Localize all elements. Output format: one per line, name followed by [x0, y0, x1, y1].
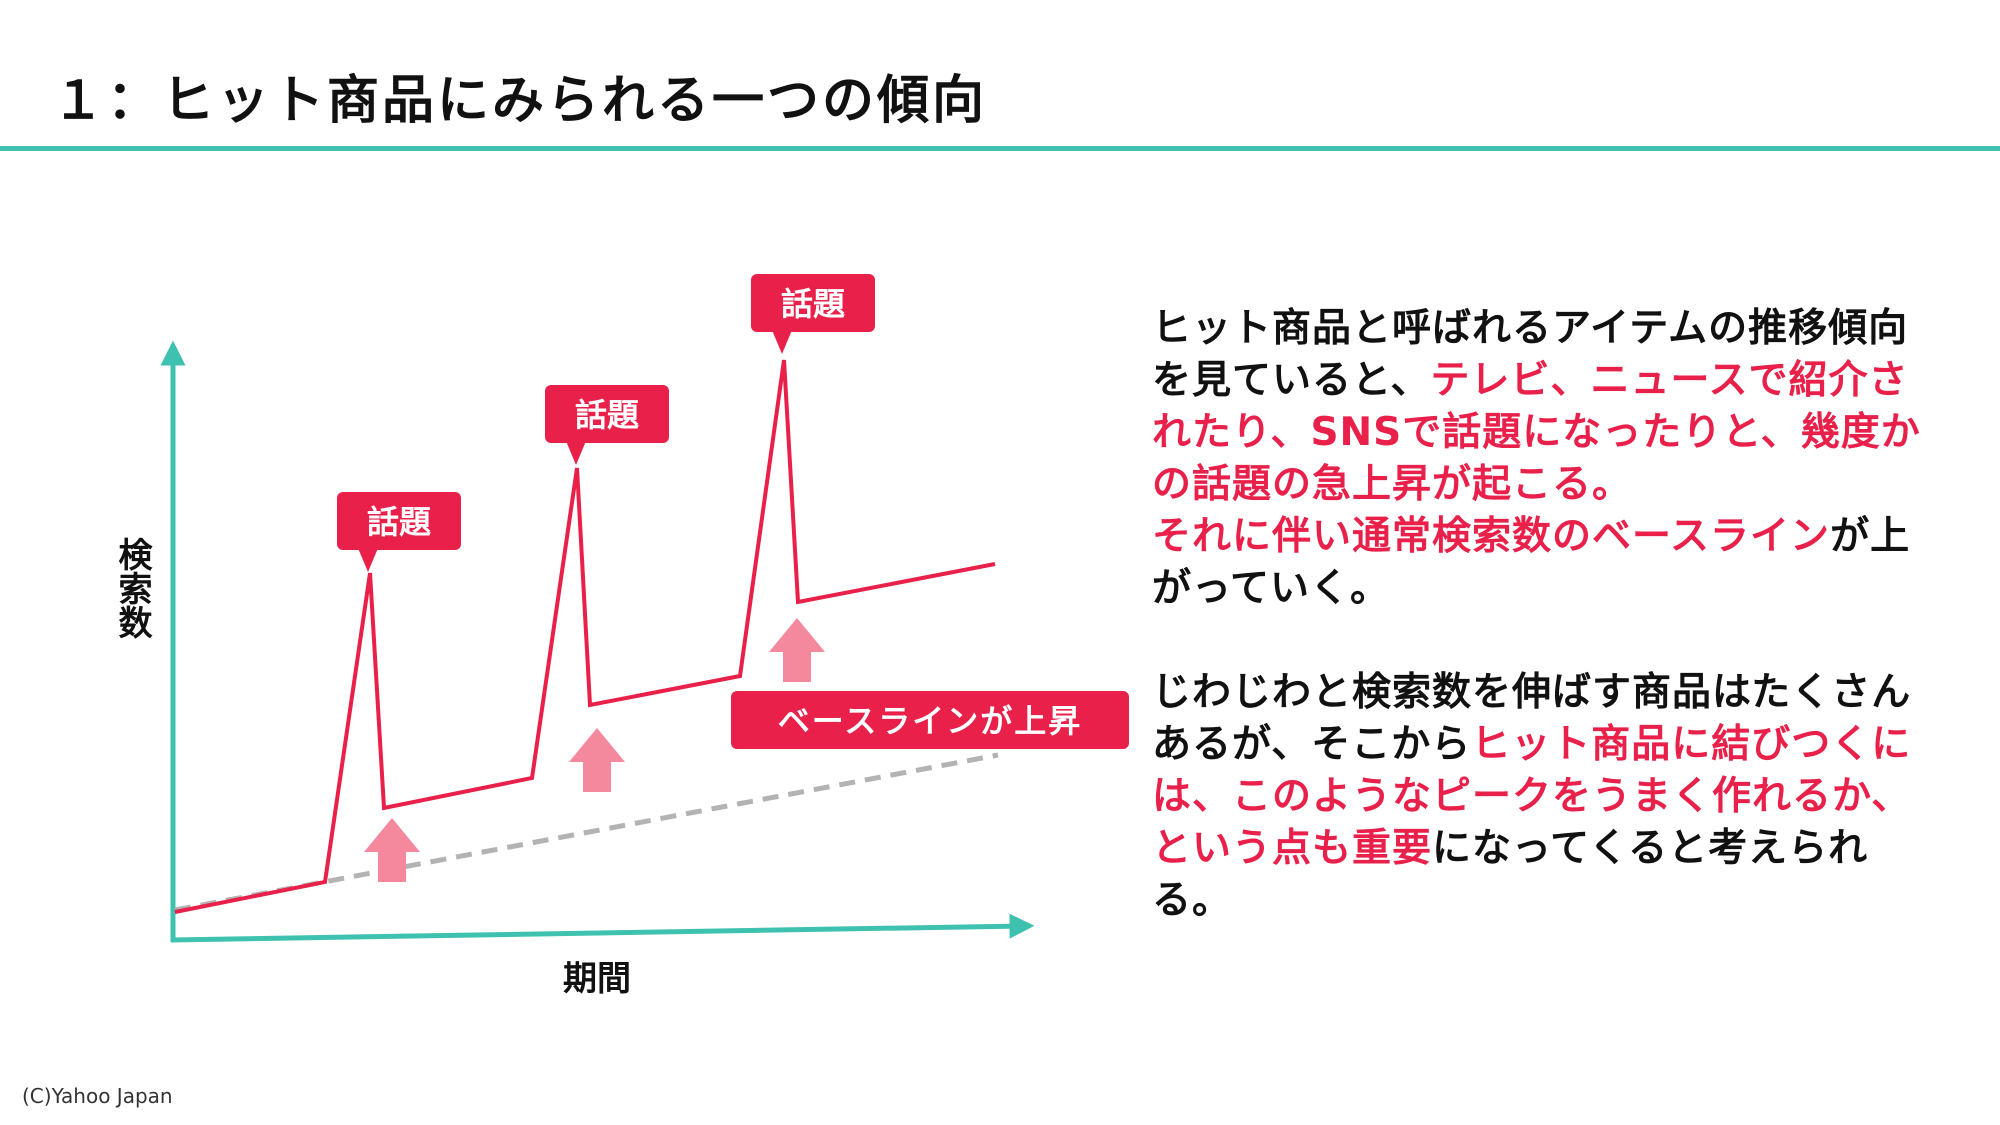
peak-callout-2: 話題 — [545, 385, 669, 465]
up-arrow-icon — [569, 728, 625, 792]
copyright-notice: (C)Yahoo Japan — [22, 1084, 173, 1108]
peak-label: 話題 — [367, 503, 431, 541]
page-title: １：ヒット商品にみられる一つの傾向 — [52, 71, 988, 131]
up-arrow-icon — [769, 618, 825, 682]
explanation-highlight: テレビ、ニュースで紹介されたり、SNSで話題になったりと、幾度かの話題の急上昇が… — [1152, 358, 1921, 507]
explanation-text: ヒット商品と呼ばれるアイテムの推移傾向を見ていると、テレビ、ニュースで紹介された… — [1152, 303, 1922, 927]
explanation-run: が上がっていく。 — [1152, 514, 1911, 611]
explanation-run: になってくると考えられる。 — [1152, 826, 1869, 923]
search-volume-line — [174, 359, 996, 914]
explanation-highlight: それに伴い通常検索数のベースライン — [1152, 514, 1831, 559]
explanation-highlight: ヒット商品に結びつくには、このようなピークをうまく作れるか、という点も重要 — [1152, 722, 1912, 871]
x-axis — [170, 913, 1035, 943]
title-divider — [0, 146, 2000, 151]
explanation-paragraph-2: じわじわと検索数を伸ばす商品はたくさんあるが、そこからヒット商品に結びつくには、… — [1152, 667, 1922, 927]
explanation-run: ヒット商品と呼ばれるアイテムの推移傾向を見ていると、 — [1152, 306, 1909, 403]
baseline-rise-label: ベースラインが上昇 — [778, 702, 1082, 740]
up-arrow-icon — [364, 818, 420, 882]
peak-callout-1: 話題 — [337, 492, 461, 572]
explanation-paragraph-1: ヒット商品と呼ばれるアイテムの推移傾向を見ていると、テレビ、ニュースで紹介された… — [1152, 303, 1922, 615]
peak-label: 話題 — [575, 396, 639, 434]
peak-label: 話題 — [781, 285, 845, 323]
x-axis-label: 期間 — [563, 959, 631, 999]
y-axis-label: 検索数 — [112, 537, 152, 639]
explanation-run: じわじわと検索数を伸ばす商品はたくさんあるが、そこから — [1152, 670, 1912, 767]
baseline-rise-badge: ベースラインが上昇 — [731, 691, 1129, 749]
peak-callout-3: 話題 — [751, 274, 875, 354]
